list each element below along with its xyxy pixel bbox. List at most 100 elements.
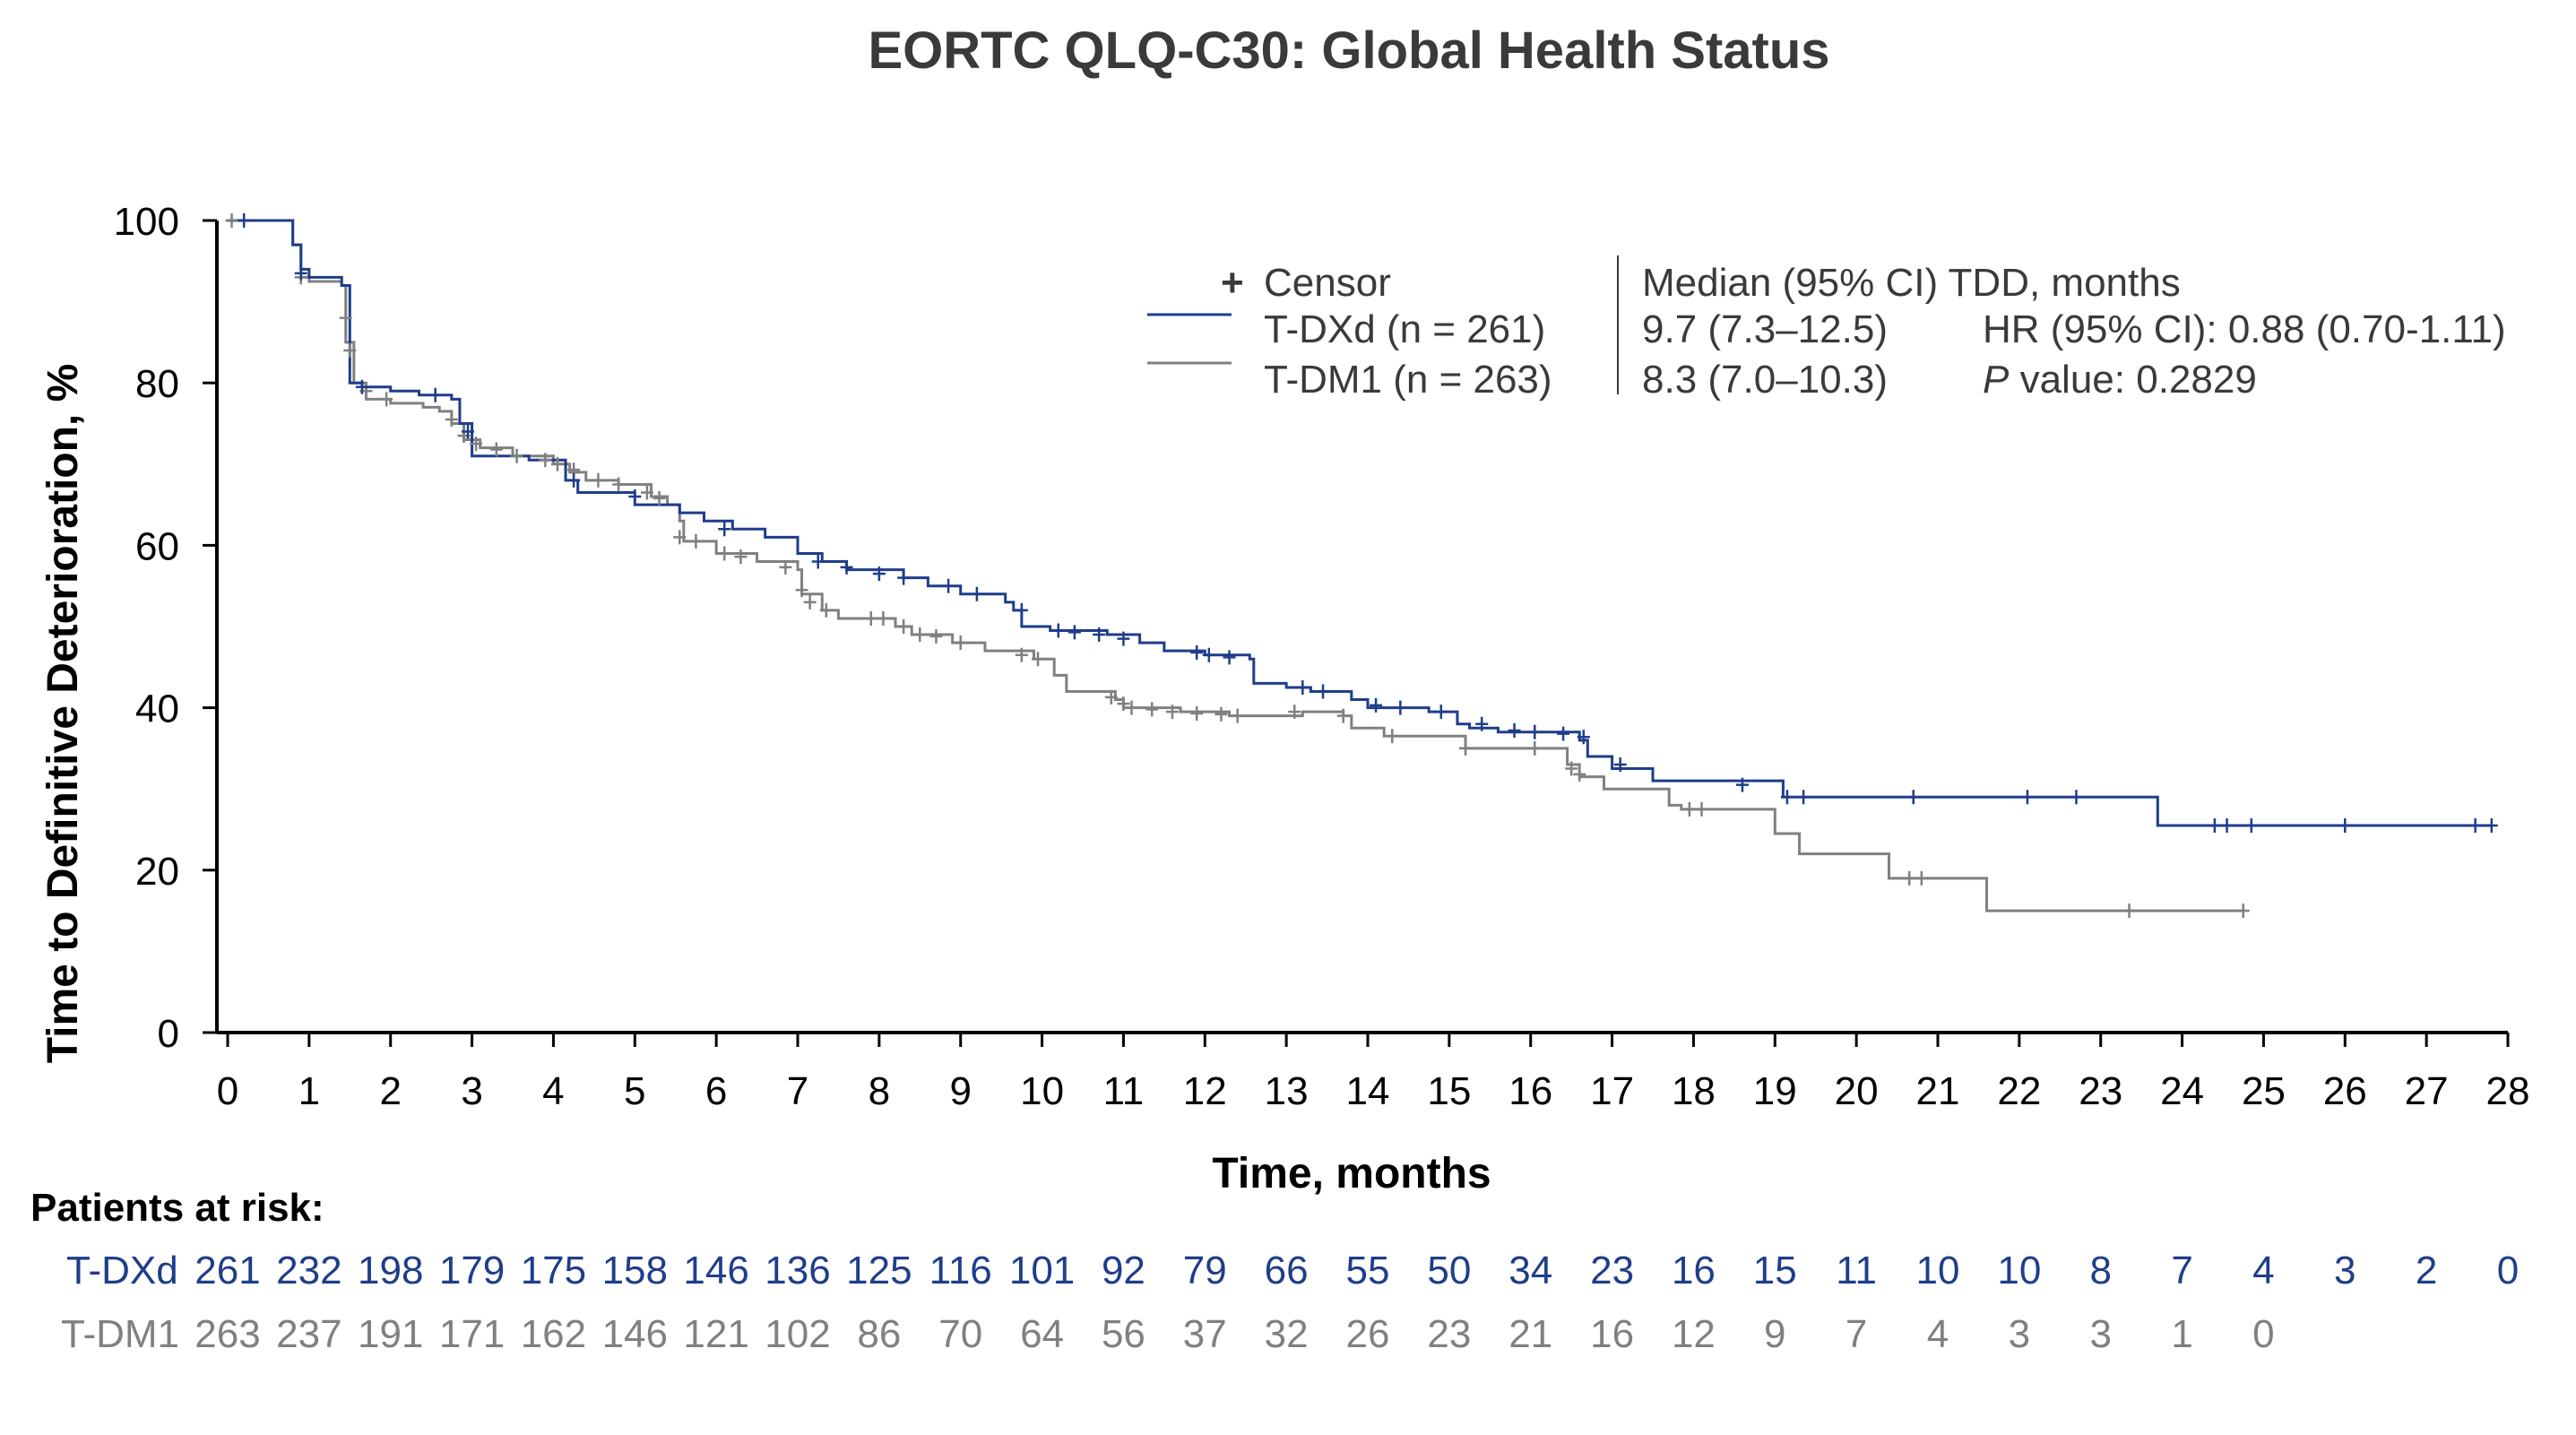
risk-row-label-tdxd: T-DXd xyxy=(66,1249,178,1292)
censor-mark-t-dm1 xyxy=(380,392,393,407)
risk-value-t-dxd: 66 xyxy=(1265,1249,1309,1292)
censor-mark-t-dxd xyxy=(970,586,983,601)
censor-mark-t-dxd xyxy=(1370,697,1383,713)
x-tick-label: 23 xyxy=(2079,1069,2122,1113)
censor-mark-t-dm1 xyxy=(2236,903,2250,919)
y-tick-label: 40 xyxy=(135,687,179,731)
risk-value-t-dm1: 64 xyxy=(1020,1312,1064,1356)
survival-curves xyxy=(228,219,2492,912)
censor-mark-t-dm1 xyxy=(1145,702,1159,717)
censor-mark-t-dm1 xyxy=(864,610,877,626)
risk-value-t-dxd: 92 xyxy=(1102,1249,1145,1292)
risk-value-t-dxd: 55 xyxy=(1346,1249,1390,1292)
censor-mark-t-dxd xyxy=(1223,650,1236,665)
x-tick-label: 0 xyxy=(217,1069,238,1113)
axes xyxy=(215,220,2508,1034)
censor-mark-t-dm1 xyxy=(734,549,748,565)
censor-mark-t-dxd xyxy=(1068,625,1081,640)
censor-mark-t-dxd xyxy=(1557,726,1570,741)
censor-mark-t-dm1 xyxy=(718,546,731,561)
risk-value-t-dm1: 12 xyxy=(1672,1312,1716,1356)
censor-mark-t-dm1 xyxy=(819,602,833,618)
censor-mark-t-dm1 xyxy=(689,533,703,549)
censor-mark-t-dxd xyxy=(872,566,886,582)
censor-mark-t-dm1 xyxy=(2122,903,2136,919)
censor-mark-t-dm1 xyxy=(913,627,927,643)
y-axis-title: Time to Definitive Deterioration, % xyxy=(39,364,87,1064)
censor-mark-t-dm1 xyxy=(1288,705,1301,720)
risk-value-t-dxd: 10 xyxy=(1916,1249,1960,1292)
risk-value-t-dxd: 15 xyxy=(1753,1249,1797,1292)
x-tick-label: 16 xyxy=(1508,1069,1552,1113)
censor-mark-t-dm1 xyxy=(612,477,626,492)
risk-value-t-dm1: 56 xyxy=(1102,1312,1145,1356)
censor-mark-t-dm1 xyxy=(1682,801,1696,817)
y-ticks: 0 20 40 60 80 100 xyxy=(114,200,217,1056)
risk-row-label-tdm1: T-DM1 xyxy=(61,1312,179,1356)
censor-mark-t-dxd xyxy=(1735,777,1749,792)
risk-value-t-dxd: 2 xyxy=(2416,1249,2437,1292)
censor-mark-t-dxd xyxy=(2338,817,2352,833)
censor-mark-t-dxd xyxy=(1434,705,1448,720)
legend-p-value: P value: 0.2829 xyxy=(1983,358,2257,402)
censor-mark-t-dxd xyxy=(811,554,825,569)
risk-value-t-dxd: 3 xyxy=(2334,1249,2356,1292)
risk-value-t-dxd: 16 xyxy=(1672,1249,1716,1292)
risk-value-t-dm1: 23 xyxy=(1427,1312,1471,1356)
risk-value-t-dxd: 175 xyxy=(521,1249,586,1292)
censor-mark-t-dm1 xyxy=(343,342,357,358)
censor-mark-t-dxd xyxy=(1394,700,1407,715)
x-tick-label: 6 xyxy=(705,1069,727,1113)
censor-mark-t-dxd xyxy=(1093,627,1106,643)
censor-mark-t-dm1 xyxy=(225,213,238,228)
legend-median-tdm1: 8.3 (7.0–10.3) xyxy=(1642,358,1888,402)
x-tick-label: 25 xyxy=(2242,1069,2286,1113)
censor-mark-t-dm1 xyxy=(1695,801,1708,817)
risk-value-t-dxd: 23 xyxy=(1590,1249,1634,1292)
risk-value-t-dxd: 4 xyxy=(2252,1249,2274,1292)
risk-value-t-dxd: 10 xyxy=(1997,1249,2041,1292)
risk-value-t-dm1: 7 xyxy=(1846,1312,1867,1356)
censor-mark-t-dxd xyxy=(1190,644,1204,660)
censor-mark-t-dxd xyxy=(1906,790,1920,805)
legend-p-text: value: 0.2829 xyxy=(2009,358,2256,402)
legend-stats-header: Median (95% CI) TDD, months xyxy=(1642,261,2181,305)
y-tick-label: 20 xyxy=(135,850,179,894)
censor-mark-t-dm1 xyxy=(1015,647,1028,662)
censor-mark-t-dxd xyxy=(2485,817,2498,833)
risk-value-t-dm1: 171 xyxy=(439,1312,505,1356)
censor-mark-t-dm1 xyxy=(1915,870,1928,886)
legend: + Censor T-DXd (n = 261) T-DM1 (n = 263)… xyxy=(1147,255,2506,402)
censor-mark-t-dm1 xyxy=(1165,705,1179,720)
x-tick-label: 17 xyxy=(1590,1069,1634,1113)
risk-value-t-dm1: 37 xyxy=(1183,1312,1227,1356)
censor-mark-t-dxd xyxy=(1508,722,1521,738)
x-tick-label: 22 xyxy=(1997,1069,2041,1113)
censor-mark-t-dxd xyxy=(1015,602,1028,618)
x-tick-label: 26 xyxy=(2323,1069,2367,1113)
risk-values: 261 232 198 179 175 158 146 136 125 116 101 92 79 66 5… xyxy=(194,1249,2519,1356)
censor-mark-t-dxd xyxy=(1202,647,1215,662)
risk-value-t-dxd: 8 xyxy=(2089,1249,2111,1292)
legend-label-tdxd: T-DXd (n = 261) xyxy=(1264,307,1545,351)
censor-mark-t-dm1 xyxy=(897,619,911,634)
x-tick-label: 11 xyxy=(1103,1069,1145,1113)
legend-censor-label: Censor xyxy=(1264,261,1391,305)
x-tick-label: 27 xyxy=(2405,1069,2449,1113)
censor-mark-t-dxd xyxy=(1613,757,1627,773)
x-tick-label: 10 xyxy=(1020,1069,1064,1113)
x-tick-label: 8 xyxy=(869,1069,890,1113)
y-tick-label: 80 xyxy=(135,362,179,406)
censor-mark-t-dm1 xyxy=(1231,708,1244,723)
censor-mark-t-dxd xyxy=(2208,817,2221,833)
censor-mark-t-dxd xyxy=(1051,623,1065,638)
risk-value-t-dxd: 261 xyxy=(194,1249,260,1292)
risk-value-t-dxd: 146 xyxy=(683,1249,748,1292)
risk-value-t-dm1: 3 xyxy=(2089,1312,2111,1356)
censor-mark-t-dm1 xyxy=(510,448,523,463)
risk-value-t-dxd: 158 xyxy=(602,1249,668,1292)
censor-mark-t-dm1 xyxy=(803,594,817,609)
censor-mark-t-dxd xyxy=(1317,684,1330,699)
censor-mark-t-dm1 xyxy=(1573,766,1586,782)
